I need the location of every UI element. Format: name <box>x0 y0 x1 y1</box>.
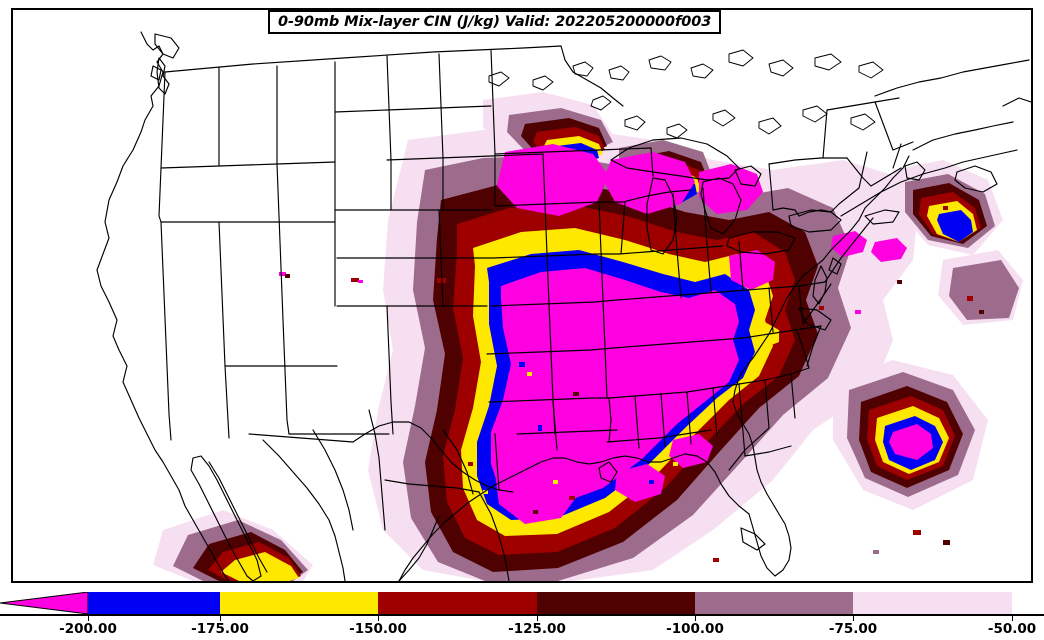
colorbar-segment-5 <box>695 592 853 614</box>
canada-lakes <box>488 49 884 139</box>
nova-scotia <box>954 165 998 193</box>
mississippi-delta <box>598 461 618 483</box>
page-title: 0-90mb Mix-layer CIN (J/kg) Valid: 20220… <box>278 14 712 30</box>
geography-outlines <box>96 31 1031 581</box>
colorbar-tick-label-5: -75.00 <box>828 621 878 637</box>
southeast-state-borders <box>606 325 822 471</box>
georgian-bay <box>734 165 762 187</box>
cape-cod <box>904 161 926 181</box>
midwest-state-borders <box>612 147 826 349</box>
st-lawrence-seaway <box>840 149 1018 217</box>
vancouver-island <box>154 33 180 59</box>
atlantic-coastline <box>732 155 910 577</box>
colorbar-tick-1 <box>220 614 221 621</box>
us-mexico-border <box>248 421 514 493</box>
olympic-inlet <box>150 65 162 81</box>
colorbar-tick-label-3: -125.00 <box>508 621 566 637</box>
colorbar-tick-4 <box>695 614 696 621</box>
mexico-state-e <box>478 491 510 581</box>
colorbar-tick-6 <box>1012 614 1013 621</box>
colorbar-segment-4 <box>537 592 695 614</box>
mexico-state-b <box>368 409 386 531</box>
colorbar-tick-0 <box>88 614 89 621</box>
colorbar-tick-5 <box>853 614 854 621</box>
ne-canada-coast <box>874 59 1030 97</box>
colorbar-tick-label-2: -150.00 <box>349 621 407 637</box>
mexico-state-c <box>384 479 480 493</box>
gulf-of-california <box>208 461 268 573</box>
colorbar-segment-6 <box>853 592 1012 614</box>
mexico-interior-border-1 <box>262 439 346 581</box>
colorbar-tick-label-6: -50.00 <box>987 621 1037 637</box>
northeast-state-borders <box>768 97 914 325</box>
us-canada-border <box>164 45 624 107</box>
colorbar-tick-label-1: -175.00 <box>191 621 249 637</box>
plains-state-borders <box>486 147 652 491</box>
lake-huron <box>700 177 742 235</box>
mexico-state-d <box>442 429 474 495</box>
newfoundland-edge <box>1002 97 1031 107</box>
colorbar-gradient <box>0 592 1044 614</box>
cin-band-magenta-core <box>491 144 933 524</box>
lake-michigan <box>646 177 678 255</box>
colorbar-under-arrow <box>0 592 88 614</box>
gulf-coastline <box>398 453 750 581</box>
mexico-east-coast <box>398 515 440 581</box>
colorbar-axis-line <box>0 614 1044 616</box>
colorbar-segment-2 <box>220 592 378 614</box>
outer-banks <box>798 307 832 331</box>
map-plot-area <box>11 8 1033 583</box>
western-state-borders <box>158 49 544 441</box>
baja-california <box>190 455 262 581</box>
colorbar-segment-1 <box>88 592 220 614</box>
gaspe-coast <box>912 121 1014 151</box>
long-island <box>864 209 900 225</box>
colorbar-tick-label-4: -100.00 <box>666 621 724 637</box>
lake-ontario <box>788 209 842 233</box>
lake-erie <box>726 231 796 255</box>
florida-keys <box>740 527 766 551</box>
colorbar-tick-label-0: -200.00 <box>59 621 117 637</box>
colorbar-tick-2 <box>378 614 379 621</box>
map-canvas <box>96 31 1031 581</box>
map-title-box: 0-90mb Mix-layer CIN (J/kg) Valid: 20220… <box>268 10 722 34</box>
puget-sound <box>156 57 170 95</box>
colorbar: -200.00 -175.00 -150.00 -125.00 -100.00 -75.0… <box>0 588 1044 640</box>
colorbar-segment-3 <box>378 592 537 614</box>
pacific-coastline <box>96 31 230 581</box>
colorbar-tick-3 <box>537 614 538 621</box>
mexico-state-a <box>312 429 354 531</box>
